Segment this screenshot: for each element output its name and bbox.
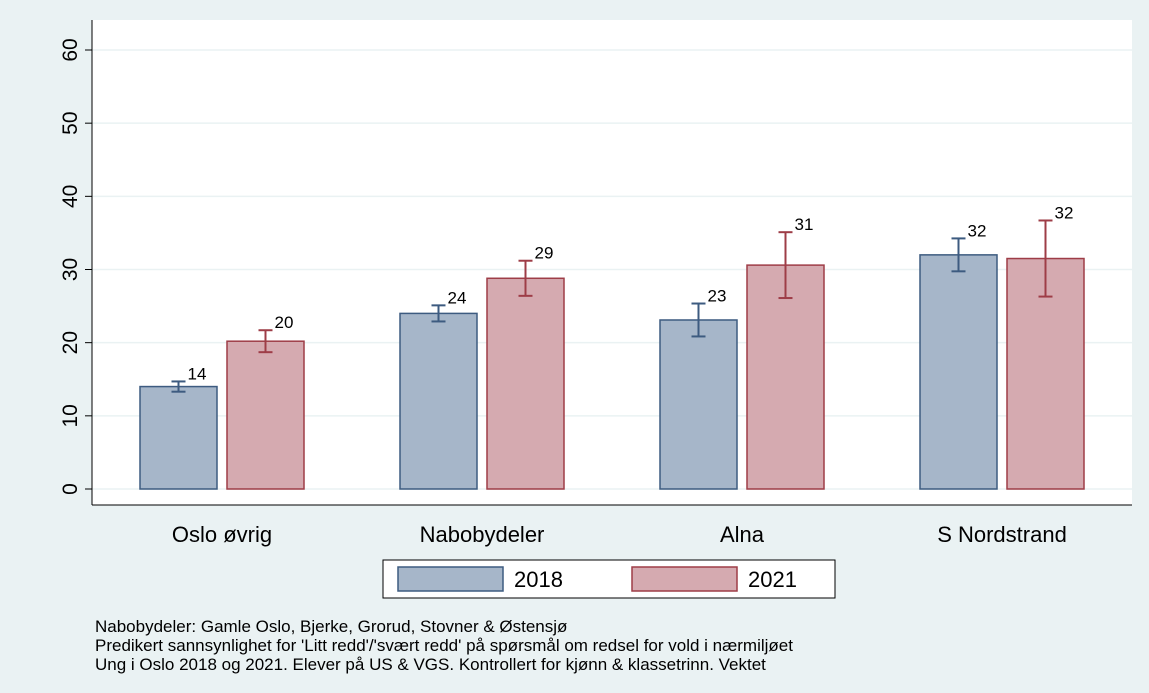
x-tick-label: Nabobydeler <box>420 522 545 547</box>
data-label: 32 <box>1055 203 1074 222</box>
bar <box>486 277 565 490</box>
error-bar <box>1038 219 1053 298</box>
data-label: 24 <box>448 288 467 307</box>
error-bar <box>258 329 273 354</box>
bar <box>139 385 218 490</box>
x-tick-label: Oslo øvrig <box>172 522 272 547</box>
data-label: 29 <box>535 244 554 263</box>
legend-swatch <box>631 566 738 592</box>
error-bar <box>951 237 966 273</box>
data-label: 23 <box>708 287 727 306</box>
y-tick-label: 10 <box>59 404 82 427</box>
y-tick-label: 40 <box>59 185 82 208</box>
y-tick-label: 30 <box>59 258 82 281</box>
data-label: 14 <box>188 364 207 383</box>
data-label: 20 <box>275 313 294 332</box>
legend-label: 2018 <box>514 567 563 592</box>
x-tick-label: S Nordstrand <box>937 522 1067 547</box>
bar <box>659 319 738 490</box>
bar <box>919 254 998 490</box>
data-label: 31 <box>795 215 814 234</box>
y-tick-label: 60 <box>59 38 82 61</box>
note: Nabobydeler: Gamle Oslo, Bjerke, Grorud,… <box>95 617 567 636</box>
y-tick-label: 0 <box>59 483 82 495</box>
note: Predikert sannsynlighet for 'Litt redd'/… <box>95 636 793 655</box>
y-tick-label: 50 <box>59 111 82 134</box>
bar <box>399 312 478 490</box>
x-tick-label: Alna <box>720 522 765 547</box>
data-label: 32 <box>968 221 987 240</box>
error-bar <box>691 302 706 338</box>
error-bar <box>518 259 533 297</box>
legend-label: 2021 <box>748 567 797 592</box>
bar <box>226 340 305 490</box>
y-tick-label: 20 <box>59 331 82 354</box>
error-bar <box>171 380 186 393</box>
error-bar <box>431 304 446 323</box>
legend-swatch <box>397 566 504 592</box>
error-bar <box>778 231 793 300</box>
note: Ung i Oslo 2018 og 2021. Elever på US & … <box>95 655 766 674</box>
